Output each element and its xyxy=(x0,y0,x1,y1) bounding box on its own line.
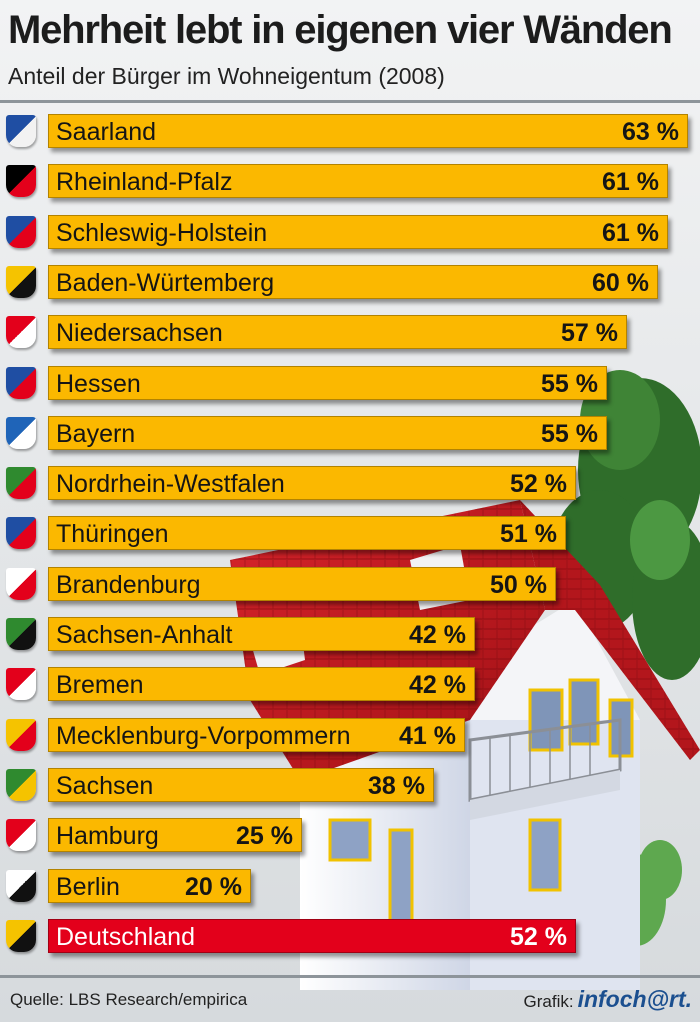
coat-of-arms-icon xyxy=(6,768,36,801)
category-label: Nordrhein-Westfalen xyxy=(56,470,285,499)
bar-row: Bremen 42 % xyxy=(0,661,700,707)
value-label: 50 % xyxy=(490,570,547,599)
credit: Grafik: infoch@rt. xyxy=(524,986,692,1013)
bar: Schleswig-Holstein 61 % xyxy=(48,214,668,249)
category-label: Hessen xyxy=(56,369,141,398)
chart-title: Mehrheit lebt in eigenen vier Wänden xyxy=(8,8,673,52)
category-label: Saarland xyxy=(56,118,157,146)
category-label: Baden-Würtemberg xyxy=(56,268,275,297)
category-label: Sachsen xyxy=(56,771,154,800)
bar: Nordrhein-Westfalen 52 % xyxy=(48,466,576,501)
value-label: 42 % xyxy=(409,671,466,700)
bar: Rheinland-Pfalz 61 % xyxy=(48,164,668,199)
credit-label: Grafik: xyxy=(523,992,574,1011)
coat-of-arms-icon xyxy=(6,316,36,349)
bar-row: Nordrhein-Westfalen 52 % xyxy=(0,460,700,506)
bar-row: Schleswig-Holstein 61 % xyxy=(0,209,700,255)
bar-total: Deutschland 52 % xyxy=(48,918,576,953)
bar: Sachsen-Anhalt 42 % xyxy=(48,617,475,651)
value-label: 25 % xyxy=(236,822,293,851)
category-label: Berlin xyxy=(56,872,120,901)
value-label: 57 % xyxy=(561,319,618,348)
category-label: Deutschland xyxy=(56,922,195,951)
value-label: 61 % xyxy=(602,168,659,197)
value-label: 61 % xyxy=(602,218,659,247)
value-label: 63 % xyxy=(622,118,679,146)
bar-row: Sachsen 38 % xyxy=(0,762,700,808)
value-label: 20 % xyxy=(185,872,242,901)
value-label: 55 % xyxy=(541,419,598,448)
coat-of-arms-icon xyxy=(6,869,36,902)
bar-row: Thüringen 51 % xyxy=(0,510,700,556)
coat-of-arms-icon xyxy=(6,366,36,399)
bar-row: Sachsen-Anhalt 42 % xyxy=(0,611,700,657)
bar: Hessen 55 % xyxy=(48,365,607,400)
value-label: 42 % xyxy=(409,621,466,649)
bar: Thüringen 51 % xyxy=(48,516,566,551)
bar: Saarland 63 % xyxy=(48,114,688,148)
bar-row: Hessen 55 % xyxy=(0,360,700,406)
value-label: 51 % xyxy=(500,520,557,549)
credit-brand-logo: infoch@rt. xyxy=(577,986,692,1012)
bar: Mecklenburg-Vorpommern 41 % xyxy=(48,717,465,752)
bar: Berlin 20 % xyxy=(48,868,251,903)
category-label: Hamburg xyxy=(56,822,159,851)
bar-row: Mecklenburg-Vorpommern 41 % xyxy=(0,712,700,758)
coat-of-arms-icon xyxy=(6,618,36,650)
bar-row: Saarland 63 % xyxy=(0,108,700,154)
value-label: 60 % xyxy=(592,268,649,297)
category-label: Brandenburg xyxy=(56,570,201,599)
value-label: 41 % xyxy=(399,721,456,750)
value-label: 38 % xyxy=(368,771,425,800)
chart-subtitle: Anteil der Bürger im Wohneigentum (2008) xyxy=(8,63,445,89)
bar: Sachsen 38 % xyxy=(48,767,434,802)
bar: Hamburg 25 % xyxy=(48,818,302,853)
value-label: 52 % xyxy=(510,922,567,951)
coat-of-arms-icon xyxy=(6,517,36,550)
category-label: Sachsen-Anhalt xyxy=(56,621,233,649)
coat-of-arms-icon xyxy=(6,819,36,852)
category-label: Bremen xyxy=(56,671,144,700)
coat-of-arms-icon xyxy=(6,115,36,147)
coat-of-arms-icon xyxy=(6,467,36,500)
header-divider xyxy=(0,100,700,103)
category-label: Rheinland-Pfalz xyxy=(56,168,233,197)
category-label: Thüringen xyxy=(56,520,169,549)
bar-row: Baden-Würtemberg 60 % xyxy=(0,259,700,305)
bar: Bayern 55 % xyxy=(48,415,607,450)
coat-of-arms-icon xyxy=(6,718,36,751)
coat-of-arms-icon xyxy=(6,265,36,298)
value-label: 52 % xyxy=(510,470,567,499)
bar: Brandenburg 50 % xyxy=(48,566,556,601)
bar-row: Niedersachsen 57 % xyxy=(0,309,700,355)
category-label: Mecklenburg-Vorpommern xyxy=(56,721,351,750)
bar-row: Bayern 55 % xyxy=(0,410,700,456)
bar-row: Deutschland 52 % xyxy=(0,913,700,959)
coat-of-arms-icon xyxy=(6,215,36,248)
coat-of-arms-icon xyxy=(6,567,36,600)
category-label: Bayern xyxy=(56,419,136,448)
bar-row: Hamburg 25 % xyxy=(0,812,700,858)
bar-chart: Saarland 63 % Rheinland-Pfalz 61 % Schleswig… xyxy=(0,108,700,968)
bar-row: Rheinland-Pfalz 61 % xyxy=(0,158,700,204)
bar-row: Berlin 20 % xyxy=(0,863,700,909)
category-label: Niedersachsen xyxy=(56,319,223,348)
bar: Niedersachsen 57 % xyxy=(48,315,627,350)
bar: Bremen 42 % xyxy=(48,667,475,702)
bar-row: Brandenburg 50 % xyxy=(0,561,700,607)
bar: Baden-Würtemberg 60 % xyxy=(48,264,658,299)
source-note: Quelle: LBS Research/empirica xyxy=(10,990,248,1009)
coat-of-arms-icon xyxy=(6,416,36,449)
value-label: 55 % xyxy=(541,369,598,398)
footer-divider xyxy=(0,975,700,978)
coat-of-arms-icon xyxy=(6,668,36,701)
coat-of-arms-icon xyxy=(6,165,36,198)
coat-of-arms-icon xyxy=(6,919,36,952)
category-label: Schleswig-Holstein xyxy=(56,218,268,247)
